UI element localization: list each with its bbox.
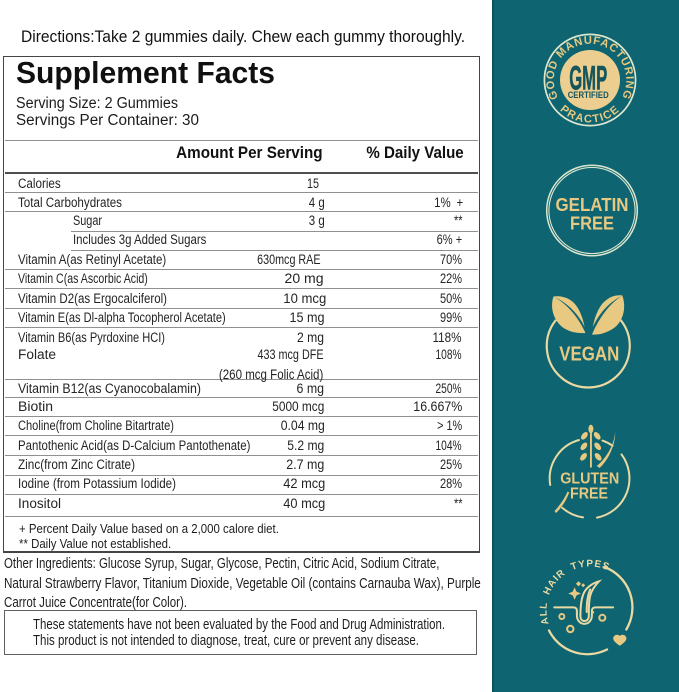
svg-text:FREE: FREE — [570, 214, 614, 234]
svg-text:GLUTEN: GLUTEN — [560, 470, 619, 487]
svg-text:GMP: GMP — [569, 60, 607, 98]
svg-text:VEGAN: VEGAN — [559, 344, 619, 366]
svg-text:FREE: FREE — [570, 485, 608, 502]
svg-text:CERTIFIED: CERTIFIED — [568, 90, 609, 101]
svg-text:GELATIN: GELATIN — [556, 195, 629, 215]
